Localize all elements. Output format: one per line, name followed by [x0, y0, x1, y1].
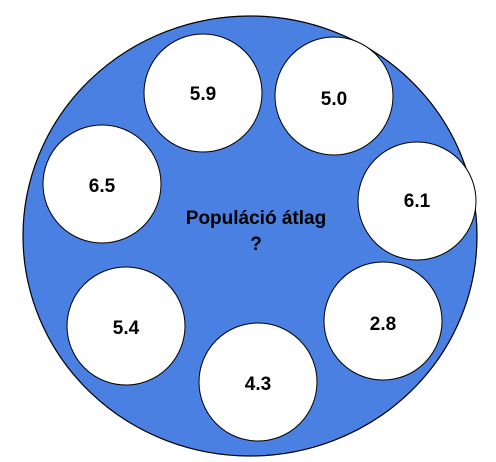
- population-mean-unknown: ?: [250, 234, 262, 255]
- sample-circle: 2.8: [323, 261, 443, 381]
- sample-circles: 5.9 5.0 6.5 6.1 5.4 2.8 4.3: [42, 33, 477, 442]
- sample-circle: 5.4: [66, 266, 186, 386]
- sample-circle: 6.5: [42, 124, 162, 244]
- population-mean-label: Populáció átlag: [186, 208, 326, 229]
- sample-value: 5.0: [321, 89, 347, 110]
- sample-value: 5.9: [190, 84, 216, 105]
- sample-value: 4.3: [245, 374, 271, 395]
- sample-value: 6.1: [404, 191, 431, 212]
- sample-value: 6.5: [89, 176, 116, 197]
- sample-circle: 5.9: [143, 33, 263, 153]
- sample-value: 2.8: [370, 314, 396, 335]
- sample-value: 5.4: [113, 318, 140, 339]
- sample-circle: 4.3: [198, 322, 318, 442]
- sample-circle: 5.0: [274, 36, 394, 156]
- sample-circle: 6.1: [357, 141, 477, 261]
